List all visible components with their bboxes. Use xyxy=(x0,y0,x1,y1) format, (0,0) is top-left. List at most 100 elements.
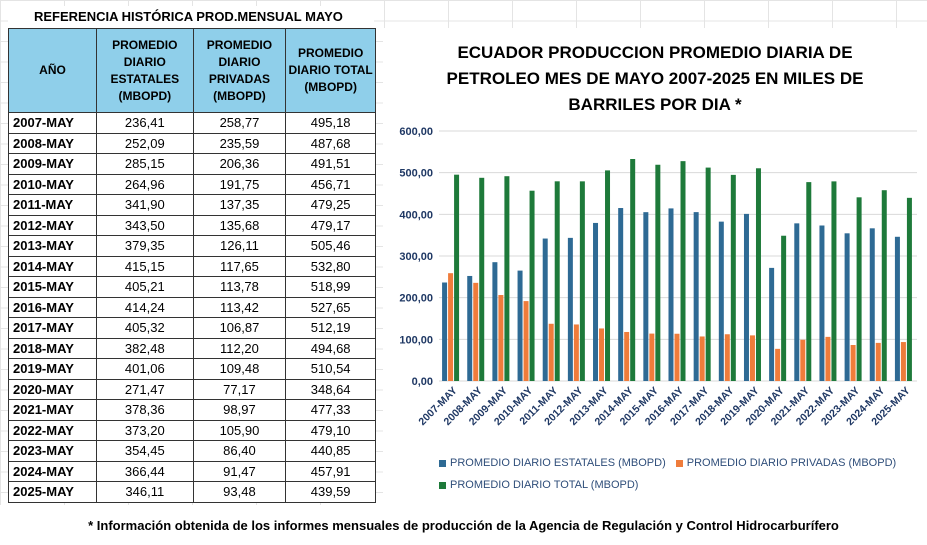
bar-total xyxy=(655,164,661,381)
privadas-cell[interactable]: 117,65 xyxy=(192,255,287,277)
privadas-cell[interactable]: 77,17 xyxy=(192,378,287,400)
legend-item: PROMEDIO DIARIO TOTAL (MBOPD) xyxy=(439,474,638,496)
bar-estatales xyxy=(442,282,448,381)
total-cell[interactable]: 491,51 xyxy=(285,153,376,175)
total-cell[interactable]: 512,19 xyxy=(285,317,376,339)
privadas-cell[interactable]: 112,20 xyxy=(192,337,287,359)
year-cell[interactable]: 2012-MAY xyxy=(8,214,97,236)
total-cell[interactable]: 440,85 xyxy=(285,440,376,462)
year-cell[interactable]: 2023-MAY xyxy=(8,440,97,462)
total-cell[interactable]: 479,17 xyxy=(285,214,376,236)
year-cell[interactable]: 2020-MAY xyxy=(8,378,97,400)
y-tick-label: 500,00 xyxy=(399,168,433,180)
total-cell[interactable]: 518,99 xyxy=(285,276,376,298)
privadas-cell[interactable]: 113,78 xyxy=(192,276,287,298)
bar-estatales xyxy=(819,225,825,381)
privadas-cell[interactable]: 135,68 xyxy=(192,214,287,236)
total-cell[interactable]: 348,64 xyxy=(285,378,376,400)
table-row: 2015-MAY 405,21 113,78 518,99 xyxy=(8,276,376,298)
year-cell[interactable]: 2018-MAY xyxy=(8,337,97,359)
estatales-cell[interactable]: 378,36 xyxy=(96,399,194,421)
year-cell[interactable]: 2014-MAY xyxy=(8,255,97,277)
privadas-cell[interactable]: 105,90 xyxy=(192,419,287,441)
estatales-cell[interactable]: 252,09 xyxy=(96,132,194,154)
estatales-cell[interactable]: 405,21 xyxy=(96,276,194,298)
bar-estatales xyxy=(718,221,724,381)
year-cell[interactable]: 2024-MAY xyxy=(8,460,97,482)
privadas-cell[interactable]: 258,77 xyxy=(192,112,287,134)
table-row: 2023-MAY 354,45 86,40 440,85 xyxy=(8,440,376,462)
y-tick-label: 600,00 xyxy=(399,126,433,138)
privadas-cell[interactable]: 106,87 xyxy=(192,317,287,339)
chart-title: ECUADOR PRODUCCION PROMEDIO DIARIA DE PE… xyxy=(446,43,864,114)
total-cell[interactable]: 510,54 xyxy=(285,358,376,380)
table-row: 2019-MAY 401,06 109,48 510,54 xyxy=(8,358,376,380)
estatales-cell[interactable]: 414,24 xyxy=(96,296,194,318)
privadas-cell[interactable]: 113,42 xyxy=(192,296,287,318)
total-cell[interactable]: 494,68 xyxy=(285,337,376,359)
header-privadas[interactable]: PROMEDIO DIARIO PRIVADAS (MBOPD) xyxy=(192,28,287,113)
privadas-cell[interactable]: 206,36 xyxy=(192,153,287,175)
bar-estatales xyxy=(643,212,649,381)
year-cell[interactable]: 2009-MAY xyxy=(8,153,97,175)
header-total[interactable]: PROMEDIO DIARIO TOTAL (MBOPD) xyxy=(285,28,376,113)
year-cell[interactable]: 2022-MAY xyxy=(8,419,97,441)
total-cell[interactable]: 527,65 xyxy=(285,296,376,318)
bar-total xyxy=(529,190,535,381)
estatales-cell[interactable]: 354,45 xyxy=(96,440,194,462)
total-cell[interactable]: 477,33 xyxy=(285,399,376,421)
total-cell[interactable]: 532,80 xyxy=(285,255,376,277)
privadas-cell[interactable]: 235,59 xyxy=(192,132,287,154)
estatales-cell[interactable]: 415,15 xyxy=(96,255,194,277)
total-cell[interactable]: 479,25 xyxy=(285,194,376,216)
year-cell[interactable]: 2007-MAY xyxy=(8,112,97,134)
total-cell[interactable]: 487,68 xyxy=(285,132,376,154)
estatales-cell[interactable]: 285,15 xyxy=(96,153,194,175)
estatales-cell[interactable]: 271,47 xyxy=(96,378,194,400)
privadas-cell[interactable]: 91,47 xyxy=(192,460,287,482)
estatales-cell[interactable]: 405,32 xyxy=(96,317,194,339)
production-table: AÑO PROMEDIO DIARIO ESTATALES (MBOPD) PR… xyxy=(8,28,376,503)
year-cell[interactable]: 2025-MAY xyxy=(8,481,97,503)
total-cell[interactable]: 505,46 xyxy=(285,235,376,257)
bar-privadas xyxy=(724,334,730,381)
privadas-cell[interactable]: 86,40 xyxy=(192,440,287,462)
estatales-cell[interactable]: 366,44 xyxy=(96,460,194,482)
privadas-cell[interactable]: 137,35 xyxy=(192,194,287,216)
total-cell[interactable]: 495,18 xyxy=(285,112,376,134)
estatales-cell[interactable]: 382,48 xyxy=(96,337,194,359)
privadas-cell[interactable]: 191,75 xyxy=(192,173,287,195)
estatales-cell[interactable]: 373,20 xyxy=(96,419,194,441)
year-cell[interactable]: 2016-MAY xyxy=(8,296,97,318)
total-cell[interactable]: 456,71 xyxy=(285,173,376,195)
total-cell[interactable]: 479,10 xyxy=(285,419,376,441)
table-row: 2025-MAY 346,11 93,48 439,59 xyxy=(8,481,376,503)
y-tick-label: 200,00 xyxy=(399,293,433,305)
total-cell[interactable]: 457,91 xyxy=(285,460,376,482)
privadas-cell[interactable]: 109,48 xyxy=(192,358,287,380)
estatales-cell[interactable]: 401,06 xyxy=(96,358,194,380)
privadas-cell[interactable]: 98,97 xyxy=(192,399,287,421)
chart-panel[interactable]: ECUADOR PRODUCCION PROMEDIO DIARIA DE PE… xyxy=(383,28,927,505)
estatales-cell[interactable]: 341,90 xyxy=(96,194,194,216)
estatales-cell[interactable]: 346,11 xyxy=(96,481,194,503)
year-cell[interactable]: 2015-MAY xyxy=(8,276,97,298)
header-estatales[interactable]: PROMEDIO DIARIO ESTATALES (MBOPD) xyxy=(96,28,194,113)
estatales-cell[interactable]: 236,41 xyxy=(96,112,194,134)
bar-total xyxy=(730,174,736,381)
bar-total xyxy=(605,170,611,381)
estatales-cell[interactable]: 343,50 xyxy=(96,214,194,236)
year-cell[interactable]: 2008-MAY xyxy=(8,132,97,154)
year-cell[interactable]: 2019-MAY xyxy=(8,358,97,380)
year-cell[interactable]: 2013-MAY xyxy=(8,235,97,257)
header-year[interactable]: AÑO xyxy=(8,28,97,113)
estatales-cell[interactable]: 379,35 xyxy=(96,235,194,257)
year-cell[interactable]: 2010-MAY xyxy=(8,173,97,195)
privadas-cell[interactable]: 93,48 xyxy=(192,481,287,503)
estatales-cell[interactable]: 264,96 xyxy=(96,173,194,195)
year-cell[interactable]: 2021-MAY xyxy=(8,399,97,421)
year-cell[interactable]: 2011-MAY xyxy=(8,194,97,216)
total-cell[interactable]: 439,59 xyxy=(285,481,376,503)
privadas-cell[interactable]: 126,11 xyxy=(192,235,287,257)
year-cell[interactable]: 2017-MAY xyxy=(8,317,97,339)
